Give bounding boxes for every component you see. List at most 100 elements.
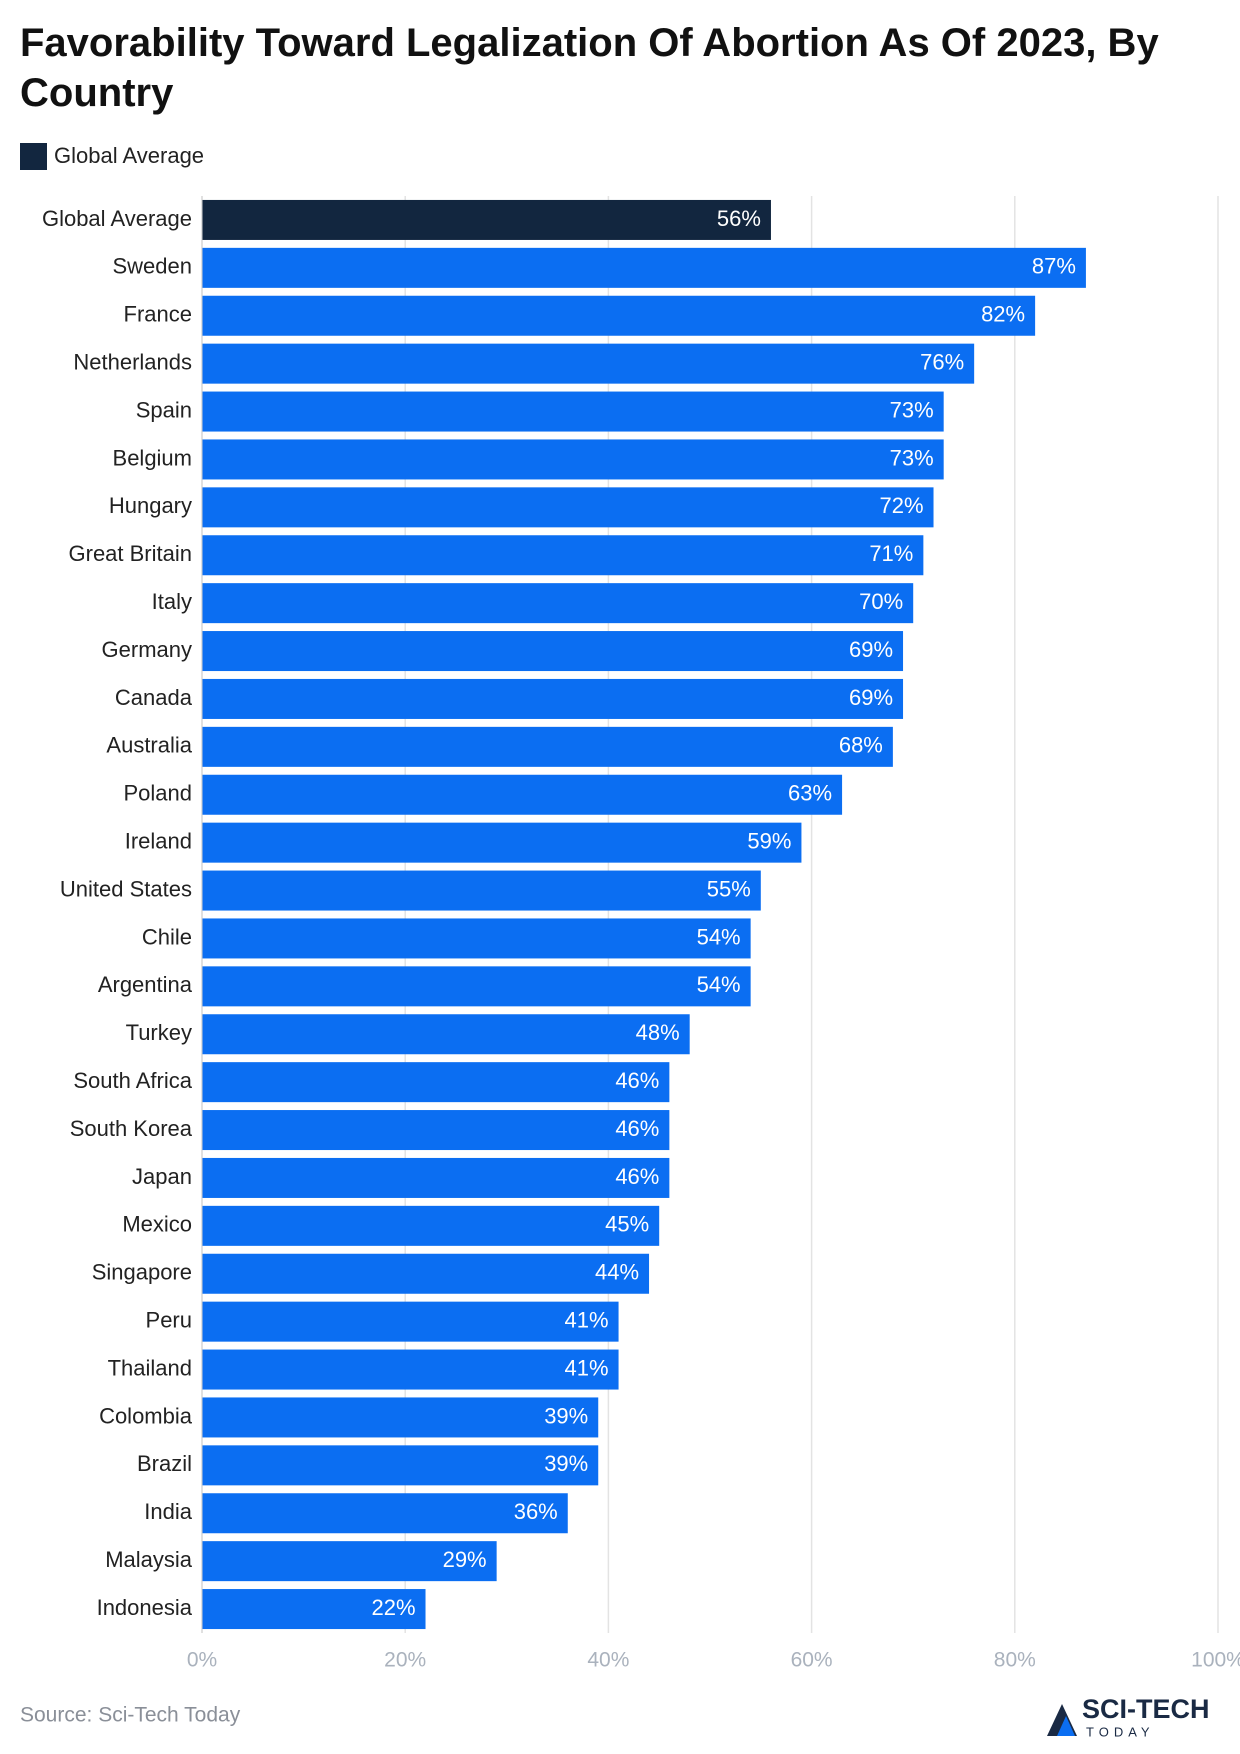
value-label: 59% xyxy=(747,828,791,853)
bar xyxy=(202,678,904,719)
y-tick-label: Australia xyxy=(106,733,192,758)
bar xyxy=(202,1397,599,1438)
bar xyxy=(202,1589,426,1630)
bar xyxy=(202,726,893,767)
x-tick-label: 20% xyxy=(384,1649,426,1672)
y-tick-label: South Korea xyxy=(70,1116,193,1141)
y-tick-label: Indonesia xyxy=(97,1595,193,1620)
y-tick-label: Thailand xyxy=(108,1355,192,1380)
bar xyxy=(202,1110,670,1151)
y-tick-label: Turkey xyxy=(126,1020,192,1045)
value-label: 36% xyxy=(514,1499,558,1524)
value-label: 56% xyxy=(717,206,761,231)
y-tick-label: Singapore xyxy=(92,1260,192,1285)
y-tick-label: South Africa xyxy=(73,1068,192,1093)
value-label: 73% xyxy=(890,397,934,422)
bar xyxy=(202,631,904,672)
bar xyxy=(202,1541,497,1582)
value-label: 55% xyxy=(707,876,751,901)
value-label: 63% xyxy=(788,781,832,806)
x-tick-label: 0% xyxy=(187,1649,217,1672)
bar xyxy=(202,1349,619,1390)
value-label: 46% xyxy=(615,1164,659,1189)
bar xyxy=(202,199,771,240)
value-label: 54% xyxy=(697,924,741,949)
value-label: 72% xyxy=(879,493,923,518)
legend-swatch xyxy=(20,143,47,170)
bar xyxy=(202,1493,568,1534)
bar xyxy=(202,822,802,863)
bar xyxy=(202,966,751,1007)
value-label: 46% xyxy=(615,1116,659,1141)
value-label: 68% xyxy=(839,733,883,758)
y-tick-label: Canada xyxy=(115,685,193,710)
y-tick-label: Poland xyxy=(123,781,192,806)
bar xyxy=(202,1014,690,1055)
logo-icon xyxy=(1057,1716,1075,1736)
logo: SCI-TECH TODAY xyxy=(1047,1694,1210,1739)
source: Source: Sci-Tech Today xyxy=(20,1704,241,1727)
bar xyxy=(202,774,843,815)
y-tick-label: Chile xyxy=(142,924,192,949)
bar xyxy=(202,1445,599,1486)
bar xyxy=(202,1157,670,1198)
bar xyxy=(202,343,975,384)
x-tick-label: 40% xyxy=(587,1649,629,1672)
value-label: 29% xyxy=(443,1547,487,1572)
bar xyxy=(202,391,944,432)
value-label: 69% xyxy=(849,637,893,662)
y-tick-label: Spain xyxy=(136,397,192,422)
value-label: 82% xyxy=(981,302,1025,327)
bar xyxy=(202,1253,650,1294)
value-label: 45% xyxy=(605,1212,649,1237)
value-label: 46% xyxy=(615,1068,659,1093)
value-label: 76% xyxy=(920,349,964,374)
value-label: 73% xyxy=(890,445,934,470)
bar xyxy=(202,487,934,528)
y-tick-label: Global Average xyxy=(42,206,192,231)
value-label: 44% xyxy=(595,1260,639,1285)
y-tick-label: Ireland xyxy=(125,828,192,853)
value-label: 48% xyxy=(636,1020,680,1045)
bar xyxy=(202,1205,660,1246)
bar xyxy=(202,918,751,959)
bar xyxy=(202,1301,619,1342)
bar xyxy=(202,1062,670,1103)
value-label: 71% xyxy=(869,541,913,566)
logo-text: SCI-TECH xyxy=(1082,1694,1210,1724)
y-tick-label: United States xyxy=(60,876,192,901)
y-tick-label: Malaysia xyxy=(105,1547,193,1572)
value-label: 54% xyxy=(697,972,741,997)
y-tick-label: Mexico xyxy=(122,1212,192,1237)
y-tick-label: Colombia xyxy=(99,1403,193,1428)
value-label: 70% xyxy=(859,589,903,614)
value-label: 41% xyxy=(565,1307,609,1332)
value-label: 41% xyxy=(565,1355,609,1380)
y-tick-label: Sweden xyxy=(112,254,192,279)
value-label: 69% xyxy=(849,685,893,710)
y-tick-label: India xyxy=(144,1499,192,1524)
y-tick-label: France xyxy=(124,302,192,327)
y-tick-label: Peru xyxy=(146,1307,192,1332)
y-tick-label: Great Britain xyxy=(69,541,193,566)
x-tick-label: 60% xyxy=(791,1649,833,1672)
bar xyxy=(202,247,1086,288)
bar xyxy=(202,439,944,480)
logo-subtext: TODAY xyxy=(1086,1724,1155,1739)
y-tick-label: Italy xyxy=(152,589,192,614)
x-tick-label: 80% xyxy=(994,1649,1036,1672)
value-label: 87% xyxy=(1032,254,1076,279)
y-tick-label: Netherlands xyxy=(73,349,192,374)
y-tick-label: Argentina xyxy=(98,972,193,997)
bar xyxy=(202,535,924,576)
bar xyxy=(202,295,1036,336)
y-tick-label: Hungary xyxy=(109,493,192,518)
x-tick-label: 100% xyxy=(1191,1649,1240,1672)
chart-title: Favorability Toward Legalization Of Abor… xyxy=(20,21,1159,115)
value-label: 22% xyxy=(371,1595,415,1620)
y-tick-label: Brazil xyxy=(137,1451,192,1476)
y-tick-label: Japan xyxy=(132,1164,192,1189)
legend-label: Global Average xyxy=(54,143,204,168)
